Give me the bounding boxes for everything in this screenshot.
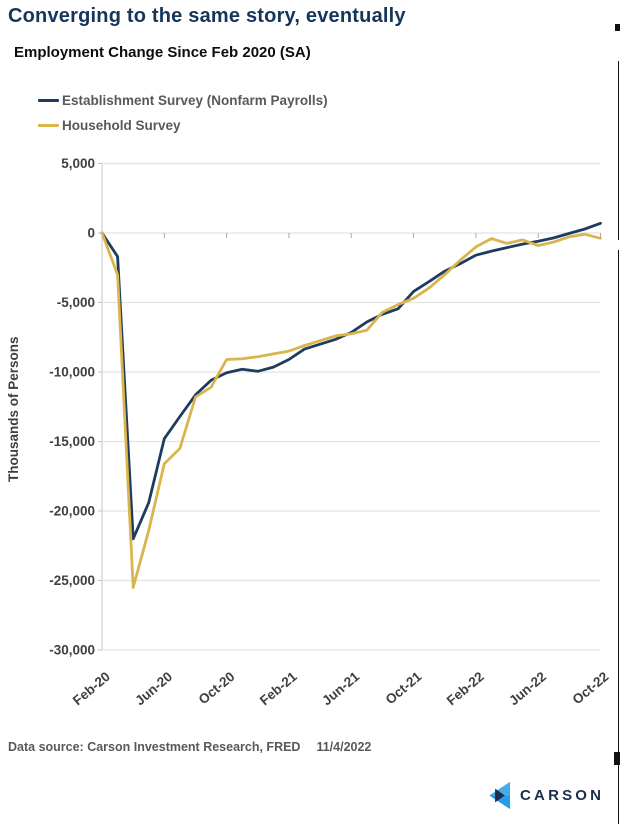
page-edge-border	[617, 61, 619, 240]
page-title: Converging to the same story, eventually	[8, 5, 406, 27]
y-axis-title: Thousands of Persons	[6, 336, 21, 482]
svg-text:-25,000: -25,000	[49, 573, 95, 588]
svg-text:Oct-20: Oct-20	[196, 669, 238, 708]
legend-swatch-household	[38, 123, 59, 128]
svg-text:-30,000: -30,000	[49, 643, 95, 658]
svg-text:-5,000: -5,000	[57, 295, 95, 310]
page-edge-notch	[614, 752, 620, 765]
data-source-note: Data source: Carson Investment Research,…	[8, 740, 371, 754]
brand-wordmark: CARSON	[520, 787, 605, 804]
legend-swatch-establishment	[38, 98, 59, 103]
chart-subtitle: Employment Change Since Feb 2020 (SA)	[14, 44, 311, 61]
svg-text:Jun-20: Jun-20	[132, 669, 175, 708]
gridlines	[98, 162, 601, 651]
carson-logo-icon	[489, 781, 511, 810]
page-edge-border	[617, 250, 619, 824]
svg-text:Oct-21: Oct-21	[383, 669, 425, 708]
svg-text:Jun-21: Jun-21	[319, 668, 362, 708]
brand-block: CARSON	[486, 779, 604, 812]
y-axis-labels: 5,000 0 -5,000 -10,000 -15,000 -20,000 -25,000…	[49, 156, 95, 658]
series-line-household	[100, 231, 602, 589]
legend-label: Household Survey	[62, 118, 181, 133]
svg-text:-20,000: -20,000	[49, 504, 95, 519]
svg-text:-10,000: -10,000	[49, 365, 95, 380]
svg-text:Feb-22: Feb-22	[444, 669, 487, 708]
chart-legend: Establishment Survey (Nonfarm Payrolls) …	[38, 88, 328, 138]
legend-label: Establishment Survey (Nonfarm Payrolls)	[62, 93, 328, 108]
x-axis-labels: Feb-20 Jun-20 Oct-20 Feb-21 Jun-21 Oct-21 Feb-…	[70, 668, 611, 708]
svg-text:Oct-22: Oct-22	[570, 669, 612, 708]
svg-text:Jun-22: Jun-22	[506, 669, 549, 708]
series-line-establishment	[100, 221, 602, 541]
data-source-date: 11/4/2022	[316, 740, 372, 754]
legend-item-establishment: Establishment Survey (Nonfarm Payrolls)	[38, 88, 328, 113]
svg-text:Feb-20: Feb-20	[70, 669, 113, 708]
svg-text:Feb-21: Feb-21	[257, 668, 300, 708]
legend-item-household: Household Survey	[38, 113, 328, 138]
svg-text:0: 0	[87, 226, 95, 241]
page-edge-dash	[615, 24, 620, 31]
data-source-text: Data source: Carson Investment Research,…	[8, 740, 301, 754]
svg-text:5,000: 5,000	[61, 156, 95, 171]
svg-text:-15,000: -15,000	[49, 434, 95, 449]
